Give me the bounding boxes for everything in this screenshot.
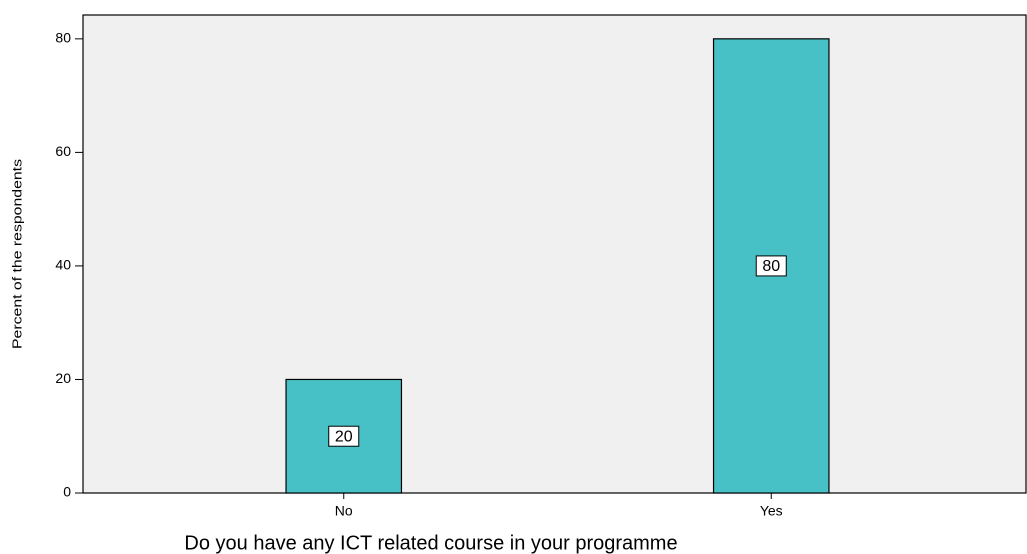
- x-tick-label: No: [335, 503, 353, 519]
- y-tick-label: 40: [55, 257, 71, 273]
- value-label: 80: [762, 258, 780, 275]
- y-tick-label: 0: [63, 484, 71, 500]
- y-axis-label: Percent of the respondents: [9, 158, 24, 349]
- bar: [285, 378, 403, 494]
- y-tick-label: 20: [55, 370, 71, 386]
- x-axis-label: Do you have any ICT related course in yo…: [184, 532, 677, 554]
- x-tick-label: Yes: [760, 503, 783, 519]
- value-label: 20: [335, 428, 353, 445]
- plot-area: [82, 14, 1027, 494]
- y-tick-label: 60: [55, 143, 71, 159]
- y-tick-label: 80: [55, 30, 71, 46]
- value-label-box: [755, 255, 787, 277]
- value-label-box: [328, 425, 360, 447]
